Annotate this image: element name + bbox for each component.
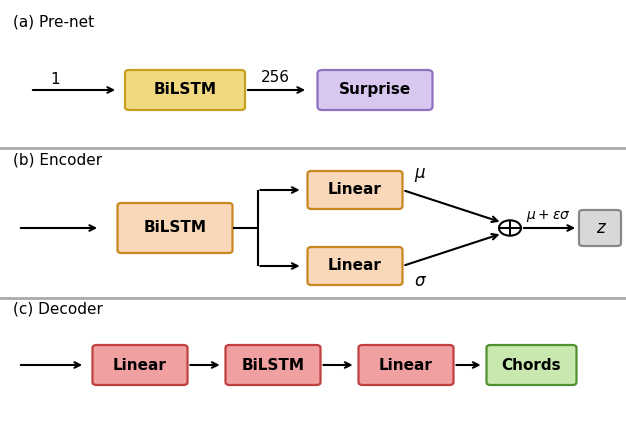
Text: Linear: Linear xyxy=(328,258,382,273)
Text: Linear: Linear xyxy=(113,357,167,372)
FancyBboxPatch shape xyxy=(307,171,403,209)
Text: $\mu$: $\mu$ xyxy=(414,166,426,184)
Text: (b) Encoder: (b) Encoder xyxy=(13,152,101,167)
Text: Linear: Linear xyxy=(379,357,433,372)
Text: BiLSTM: BiLSTM xyxy=(242,357,304,372)
Text: 1: 1 xyxy=(50,73,60,88)
FancyBboxPatch shape xyxy=(93,345,188,385)
Text: (a) Pre-net: (a) Pre-net xyxy=(13,15,94,30)
Text: Linear: Linear xyxy=(328,183,382,198)
Text: 256: 256 xyxy=(260,71,289,85)
Text: Surprise: Surprise xyxy=(339,82,411,98)
Text: BiLSTM: BiLSTM xyxy=(143,220,207,236)
Text: (c) Decoder: (c) Decoder xyxy=(13,302,103,317)
Text: BiLSTM: BiLSTM xyxy=(153,82,217,98)
FancyBboxPatch shape xyxy=(579,210,621,246)
Text: Chords: Chords xyxy=(501,357,562,372)
FancyBboxPatch shape xyxy=(225,345,321,385)
Text: $\sigma$: $\sigma$ xyxy=(414,272,426,290)
Text: z: z xyxy=(595,219,604,237)
FancyBboxPatch shape xyxy=(486,345,577,385)
FancyBboxPatch shape xyxy=(118,203,232,253)
FancyBboxPatch shape xyxy=(125,70,245,110)
FancyBboxPatch shape xyxy=(307,247,403,285)
Text: $\mu + \epsilon\sigma$: $\mu + \epsilon\sigma$ xyxy=(526,208,571,224)
FancyBboxPatch shape xyxy=(359,345,453,385)
FancyBboxPatch shape xyxy=(317,70,433,110)
